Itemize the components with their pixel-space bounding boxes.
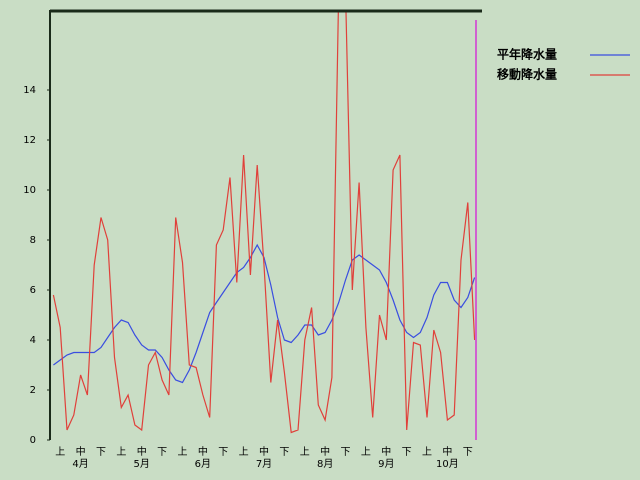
x-tick-label: 下 (157, 447, 167, 458)
x-tick-label: 上 (177, 446, 187, 458)
series-line (52, 10, 476, 434)
month-label: 9月 (378, 458, 394, 470)
x-tick-label: 下 (341, 447, 351, 458)
x-tick-label: 上 (239, 446, 249, 458)
y-tick-label: 4 (30, 335, 36, 346)
x-tick-label: 上 (116, 446, 126, 458)
y-tick-label: 12 (23, 135, 36, 146)
x-tick-label: 下 (402, 447, 412, 458)
month-label: 4月 (72, 458, 88, 470)
x-tick-label: 中 (259, 445, 269, 458)
y-tick-label: 10 (23, 185, 36, 196)
y-tick-label: 8 (30, 235, 36, 246)
x-tick-label: 中 (137, 445, 147, 458)
y-tick-label: 2 (30, 385, 36, 396)
y-tick-label: 0 (30, 435, 36, 446)
x-tick-label: 中 (381, 445, 391, 458)
x-tick-label: 上 (55, 446, 65, 458)
x-tick-label: 中 (198, 445, 208, 458)
x-tick-label: 中 (76, 445, 86, 458)
month-label: 5月 (134, 458, 150, 470)
legend-label: 移動降水量 (497, 67, 557, 82)
y-tick-label: 14 (23, 85, 36, 96)
x-tick-label: 下 (96, 447, 106, 458)
y-tick-label: 6 (30, 285, 36, 296)
x-tick-label: 下 (218, 447, 228, 458)
x-tick-label: 上 (361, 446, 371, 458)
x-tick-label: 下 (279, 447, 289, 458)
month-label: 10月 (436, 458, 459, 470)
x-tick-label: 上 (422, 446, 432, 458)
legend-label: 平年降水量 (497, 47, 557, 62)
x-tick-label: 中 (442, 445, 452, 458)
month-label: 7月 (256, 458, 272, 470)
x-tick-label: 下 (463, 447, 473, 458)
month-label: 8月 (317, 458, 333, 470)
plot-area (52, 10, 476, 434)
x-tick-label: 中 (320, 445, 330, 458)
x-tick-label: 上 (300, 446, 310, 458)
month-label: 6月 (195, 458, 211, 470)
